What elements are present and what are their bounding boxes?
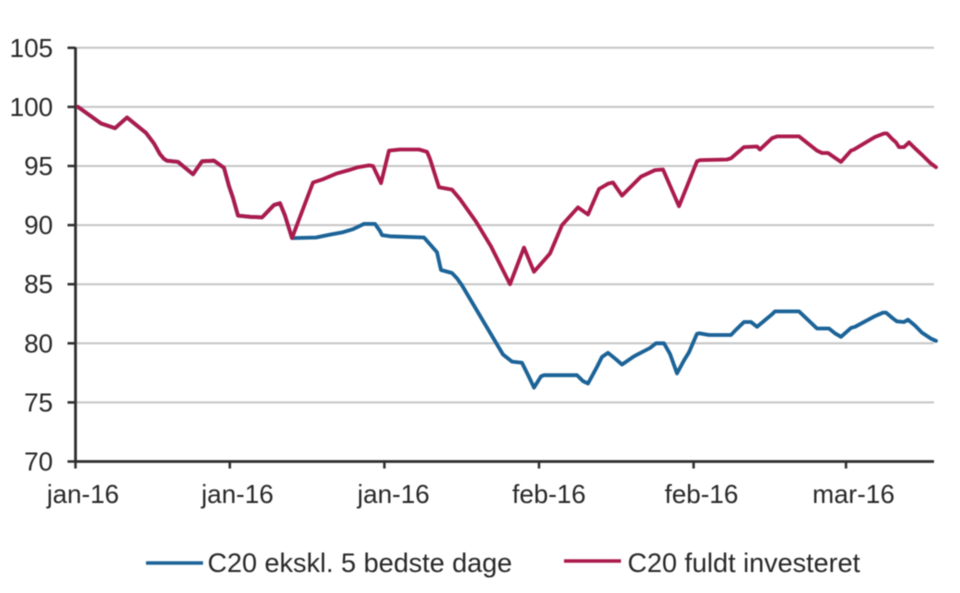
svg-text:90: 90 [24, 210, 53, 240]
svg-text:105: 105 [10, 33, 53, 63]
svg-text:85: 85 [24, 269, 53, 299]
svg-text:feb-16: feb-16 [512, 479, 586, 509]
svg-text:jan-16: jan-16 [200, 479, 273, 509]
svg-text:75: 75 [24, 387, 53, 417]
svg-text:C20 fuldt investeret: C20 fuldt investeret [628, 548, 861, 578]
svg-text:C20 ekskl. 5 bedste dage: C20 ekskl. 5 bedste dage [208, 548, 513, 578]
svg-text:mar-16: mar-16 [812, 479, 894, 509]
svg-text:jan-16: jan-16 [46, 479, 119, 509]
svg-text:95: 95 [24, 151, 53, 181]
svg-text:jan-16: jan-16 [356, 479, 429, 509]
svg-text:100: 100 [10, 92, 53, 122]
svg-text:70: 70 [24, 447, 53, 477]
svg-text:feb-16: feb-16 [665, 479, 739, 509]
svg-text:80: 80 [24, 328, 53, 358]
